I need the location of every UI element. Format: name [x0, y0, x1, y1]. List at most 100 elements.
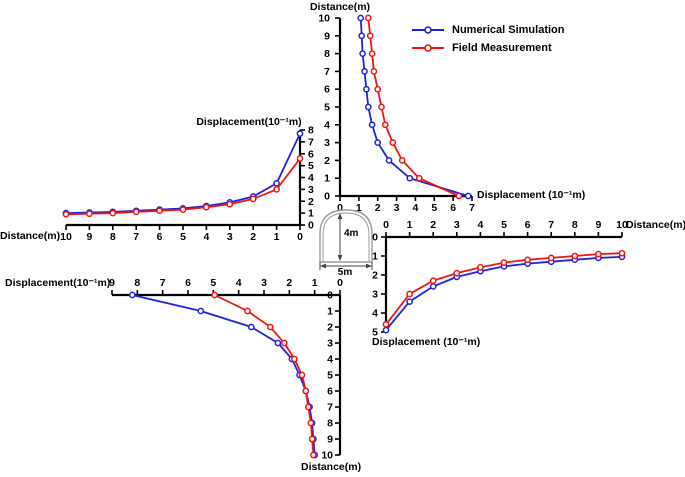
- data-point-marker: [274, 339, 282, 347]
- data-point-marker: [477, 264, 484, 271]
- data-point-marker: [249, 195, 257, 203]
- data-point-marker: [368, 50, 376, 57]
- displacement-tick-label: 2: [286, 277, 292, 289]
- arrow-up-icon: [337, 213, 343, 219]
- data-point-marker: [291, 355, 298, 363]
- distance-tick-label: 2: [430, 219, 436, 231]
- line-circle-marker-icon: [410, 42, 446, 54]
- data-point-marker: [381, 121, 389, 129]
- displacement-tick-label: 3: [308, 184, 314, 196]
- distance-tick-label: 7: [133, 231, 139, 243]
- data-point-marker: [455, 192, 463, 200]
- data-point-marker: [273, 180, 280, 187]
- distance-tick-label: 2: [250, 231, 256, 243]
- distance-tick-label: 6: [324, 84, 330, 96]
- data-point-marker: [429, 277, 437, 285]
- displacement-tick-label: 4: [308, 172, 314, 184]
- displacement-tick-label: 5: [431, 202, 437, 214]
- displacement-tick-label: 0: [337, 277, 343, 289]
- arrow-right-icon: [366, 263, 372, 269]
- distance-tick-label: 8: [324, 48, 330, 60]
- bottom-panel-distance-axis-label: Distance(m): [301, 461, 362, 473]
- distance-tick-label: 6: [157, 231, 163, 243]
- data-point-marker: [247, 323, 255, 331]
- line-circle-marker-icon: [410, 24, 446, 36]
- data-point-marker: [308, 435, 316, 443]
- data-point-marker: [359, 50, 366, 57]
- data-point-marker: [244, 307, 251, 315]
- displacement-tick-label: 3: [261, 277, 267, 289]
- left-panel-distance-axis-label: Distance(m): [0, 230, 61, 242]
- series-line-numerical-simulation: [132, 294, 316, 456]
- distance-tick-label: 0: [383, 219, 389, 231]
- tunnel-width-label: 5m: [337, 267, 353, 278]
- tunnel-outline: [319, 209, 373, 263]
- distance-tick-label: 5: [180, 231, 186, 243]
- displacement-tick-label: 1: [312, 277, 318, 289]
- distance-tick-label: 0: [297, 231, 303, 243]
- data-point-marker: [370, 68, 378, 75]
- displacement-tick-label: 6: [185, 277, 191, 289]
- top-panel-displacement-axis-label: Displacement (10⁻¹m): [477, 189, 586, 201]
- distance-tick-label: 3: [327, 338, 333, 350]
- data-point-marker: [429, 283, 437, 290]
- distance-tick-label: 7: [327, 402, 333, 414]
- data-point-marker: [211, 291, 218, 299]
- distance-tick-label: 7: [548, 219, 554, 231]
- displacement-tick-label: 4: [413, 202, 419, 214]
- data-point-marker: [547, 254, 555, 262]
- distance-tick-label: 1: [324, 173, 330, 185]
- distance-tick-label: 4: [327, 354, 333, 366]
- data-point-marker: [374, 85, 382, 93]
- distance-tick-label: 5: [324, 102, 330, 114]
- arrow-left-icon: [320, 263, 326, 269]
- displacement-tick-label: 4: [372, 308, 378, 320]
- data-point-marker: [280, 339, 288, 347]
- data-point-marker: [304, 403, 312, 411]
- data-point-marker: [364, 103, 372, 111]
- tunnel-lining: [322, 212, 370, 262]
- distance-tick-label: 8: [110, 231, 116, 243]
- data-point-marker: [389, 139, 397, 146]
- distance-tick-label: 10: [318, 13, 330, 25]
- data-point-marker: [385, 157, 393, 164]
- data-point-marker: [109, 209, 117, 217]
- displacement-tick-label: 2: [375, 202, 381, 214]
- displacement-tick-label: 7: [469, 202, 475, 214]
- data-point-marker: [406, 290, 413, 298]
- distance-tick-label: 1: [407, 219, 413, 231]
- right-panel-distance-axis-label: Distance(m): [626, 219, 685, 231]
- data-point-marker: [382, 321, 390, 328]
- data-point-marker: [374, 139, 382, 146]
- legend-item-field-measurement: Field Measurement: [410, 42, 564, 54]
- distance-tick-label: 9: [595, 219, 601, 231]
- displacement-tick-label: 0: [372, 232, 378, 244]
- displacement-tick-label: 5: [372, 327, 378, 339]
- distance-tick-label: 1: [274, 231, 280, 243]
- distance-tick-label: 2: [324, 155, 330, 167]
- data-point-marker: [398, 157, 406, 164]
- data-point-marker: [366, 32, 374, 40]
- data-point-marker: [128, 291, 136, 299]
- series-line-numerical-simulation: [65, 133, 301, 214]
- data-point-marker: [296, 155, 304, 162]
- distance-tick-label: 10: [616, 219, 628, 231]
- data-point-marker: [358, 32, 366, 40]
- displacement-tick-label: 2: [308, 196, 314, 208]
- data-point-marker: [406, 174, 414, 182]
- data-point-marker: [357, 14, 365, 22]
- data-point-marker: [618, 249, 626, 257]
- data-point-marker: [86, 210, 93, 218]
- top-panel-distance-axis-label: Distance(m): [309, 1, 371, 13]
- distance-tick-label: 10: [321, 450, 333, 462]
- distance-tick-label: 9: [324, 30, 330, 42]
- data-point-marker: [310, 451, 317, 459]
- data-point-marker: [62, 210, 70, 218]
- panel-right: 0 1 2 3 4 5 6 7 8 9 10 0 1 2 3 4 5: [372, 219, 628, 339]
- tunnel-cross-section-diagram: [319, 209, 373, 270]
